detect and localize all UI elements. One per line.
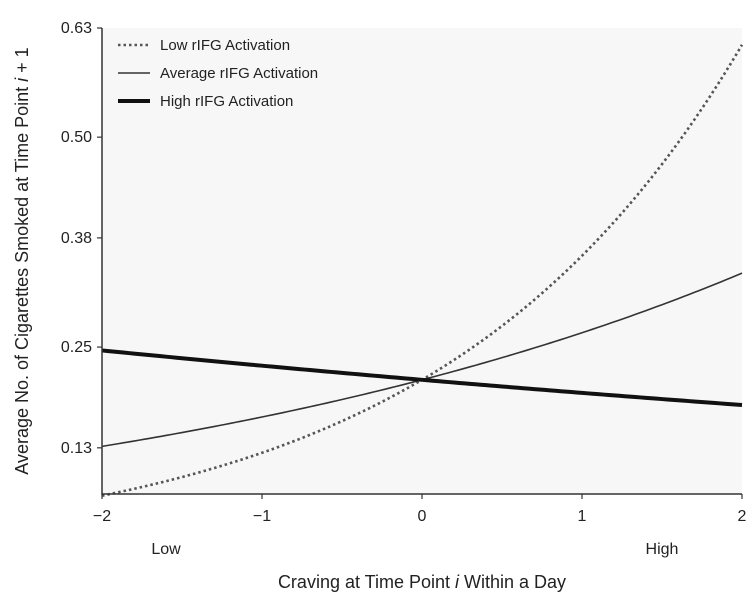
x-tick-label: 1 bbox=[578, 508, 587, 525]
legend-label: High rIFG Activation bbox=[160, 93, 293, 110]
x-endpoint-label: High bbox=[646, 541, 679, 558]
legend-label: Average rIFG Activation bbox=[160, 65, 318, 82]
series-line-thick bbox=[101, 348, 743, 407]
y-axis-title: Average No. of Cigarettes Smoked at Time… bbox=[12, 47, 32, 474]
legend: Low rIFG Activation Average rIFG Activati… bbox=[118, 37, 318, 110]
plot-area-background bbox=[102, 28, 742, 494]
y-tick-label: 0.63 bbox=[61, 20, 92, 37]
y-tick-label: 0.38 bbox=[61, 230, 92, 247]
x-tick-label: −2 bbox=[93, 508, 111, 525]
y-tick-label: 0.25 bbox=[61, 339, 92, 356]
series-layer bbox=[101, 44, 744, 497]
legend-label: Low rIFG Activation bbox=[160, 37, 290, 54]
x-endpoint-label: Low bbox=[151, 541, 181, 558]
y-tick-label: 0.13 bbox=[61, 440, 92, 457]
x-tick-label: 0 bbox=[418, 508, 427, 525]
x-tick-label: −1 bbox=[253, 508, 271, 525]
x-axis-title: Craving at Time Point i Within a Day bbox=[278, 572, 566, 592]
ticks-layer: 0.13 0.25 0.38 0.50 0.63 −2 −1 0 1 2 Low High bbox=[61, 20, 747, 558]
y-tick-label: 0.50 bbox=[61, 129, 92, 146]
x-tick-label: 2 bbox=[738, 508, 747, 525]
